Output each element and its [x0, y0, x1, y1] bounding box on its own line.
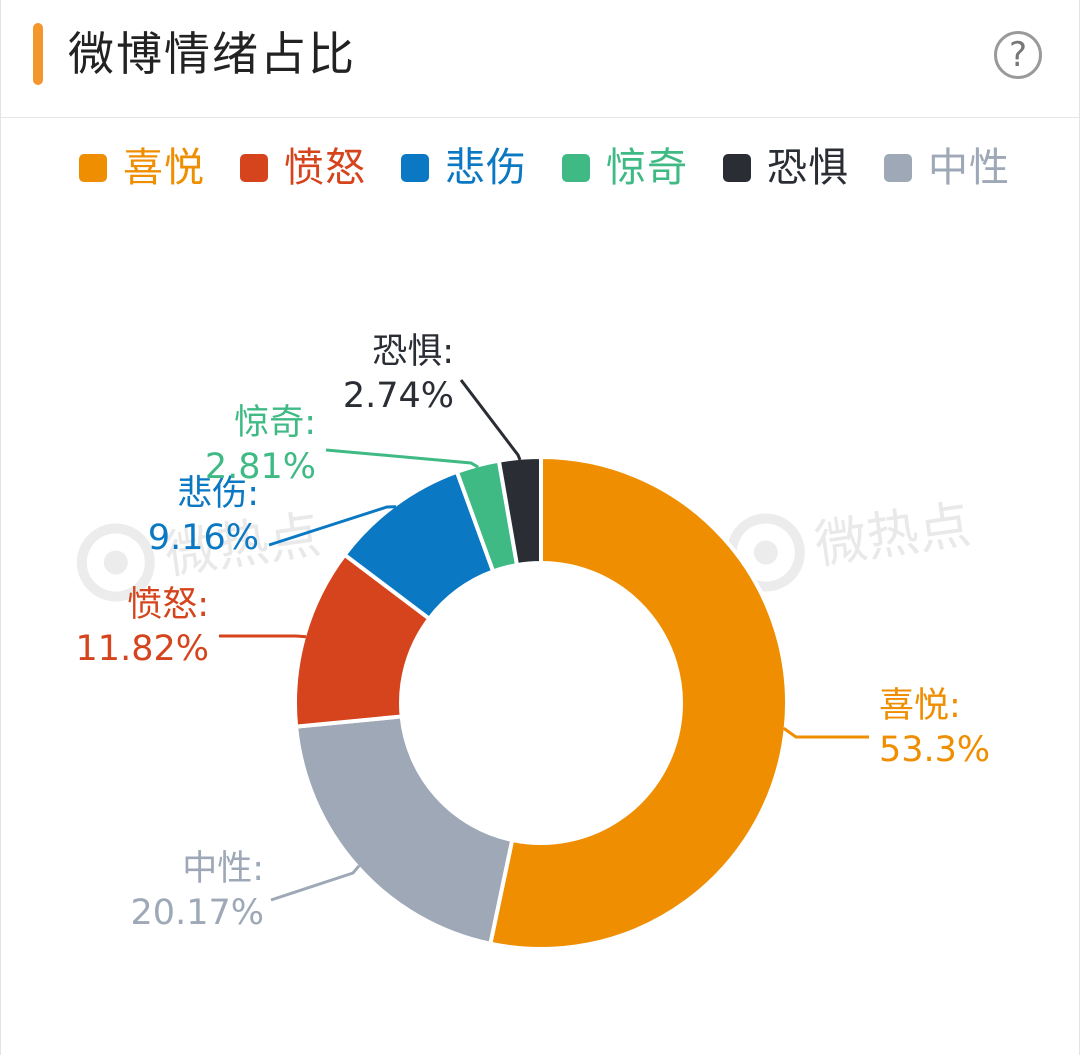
legend-swatch: [79, 154, 107, 182]
leader-line: [782, 727, 869, 739]
legend-label: 愤怒: [284, 145, 366, 191]
legend-swatch: [562, 154, 590, 182]
legend-label: 悲伤: [445, 145, 527, 191]
legend-label: 恐惧: [767, 145, 849, 191]
data-label-name: 惊奇:: [234, 403, 316, 443]
legend-label: 惊奇: [606, 145, 688, 191]
legend-label: 喜悦: [123, 145, 205, 191]
data-label-value: 2.74%: [343, 376, 454, 416]
svg-text:微热点: 微热点: [811, 495, 974, 576]
data-label-name: 中性:: [182, 849, 264, 889]
donut-slice[interactable]: [488, 455, 789, 951]
donut-slice[interactable]: [294, 714, 515, 946]
data-label-name: 悲伤:: [177, 474, 259, 514]
legend-label: 中性: [928, 145, 1010, 191]
legend-item[interactable]: 惊奇: [562, 138, 688, 198]
legend-swatch: [884, 154, 912, 182]
donut-slice[interactable]: [496, 455, 543, 568]
data-label-value: 9.16%: [148, 518, 259, 558]
legend-item[interactable]: 喜悦: [79, 138, 205, 198]
legend-swatch: [240, 154, 268, 182]
data-label-value: 20.17%: [131, 893, 264, 933]
legend-item[interactable]: 中性: [884, 138, 1010, 198]
legend-item[interactable]: 恐惧: [723, 138, 849, 198]
legend-item[interactable]: 悲伤: [401, 138, 527, 198]
legend-swatch: [401, 154, 429, 182]
card-title: 微博情绪占比: [68, 27, 356, 81]
data-label-value: 2.81%: [205, 447, 316, 487]
data-label-name: 愤怒:: [127, 585, 209, 625]
data-label-value: 53.3%: [879, 730, 990, 770]
card-header: 微博情绪占比 ?: [1, 0, 1079, 118]
legend-item[interactable]: 愤怒: [240, 138, 366, 198]
data-label-name: 喜悦:: [879, 686, 961, 726]
leader-line: [325, 448, 479, 469]
title-accent-bar: [33, 23, 43, 85]
leader-line: [268, 505, 397, 547]
legend-swatch: [723, 154, 751, 182]
chart-legend: 喜悦 愤怒 悲伤 惊奇 恐惧 中性: [79, 138, 1045, 198]
leader-line: [459, 379, 522, 461]
watermark: 微热点: [726, 495, 974, 592]
data-label-name: 恐惧:: [372, 332, 454, 372]
data-label-value: 11.82%: [76, 629, 209, 669]
leader-line: [219, 634, 307, 639]
leader-line: [270, 864, 361, 902]
question-circle-icon[interactable]: ?: [994, 31, 1042, 79]
header-divider: [1, 117, 1079, 118]
